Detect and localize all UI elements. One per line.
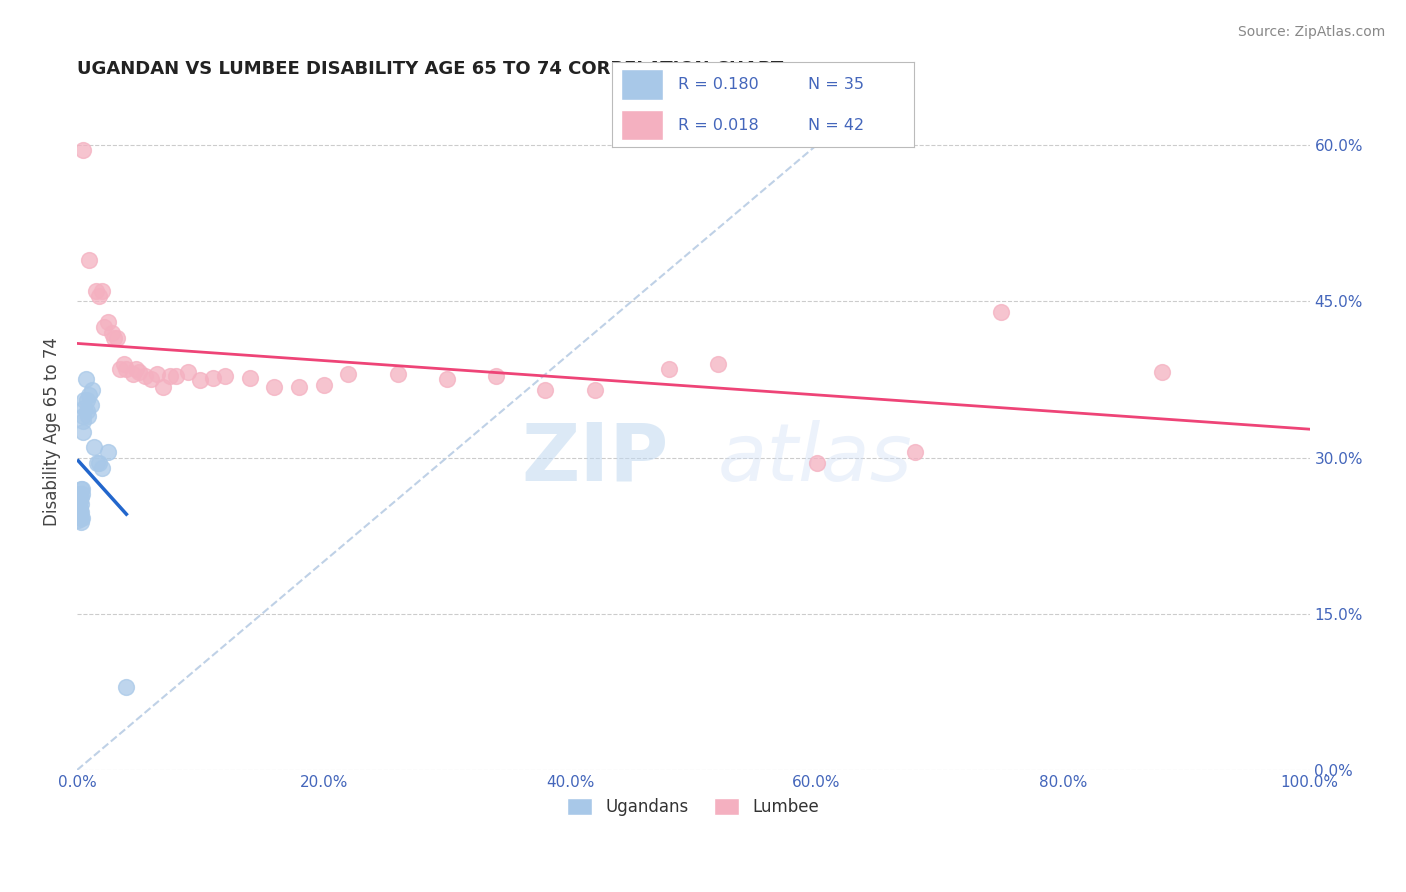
Legend: Ugandans, Lumbee: Ugandans, Lumbee (561, 791, 825, 822)
Point (77, 409, 100, 423)
Point (121, 368, 143, 382)
Point (436, 372, 458, 386)
Point (485, 369, 508, 384)
Point (84, 284, 107, 298)
Point (177, 365, 200, 379)
Point (103, 331, 125, 345)
Point (806, 456, 828, 470)
Point (69, 511, 91, 525)
Point (263, 380, 285, 394)
Point (128, 365, 150, 379)
Point (69, 505, 91, 519)
Point (89, 456, 111, 470)
Point (69, 482, 91, 496)
Point (69, 497, 91, 511)
Point (79, 399, 101, 413)
Point (67, 487, 90, 501)
Point (76, 403, 98, 417)
Point (72, 414, 94, 428)
FancyBboxPatch shape (620, 110, 664, 140)
Point (89, 289, 111, 303)
Text: N = 35: N = 35 (808, 77, 865, 92)
Point (112, 357, 135, 371)
Point (165, 369, 187, 384)
Point (134, 369, 156, 384)
FancyBboxPatch shape (620, 70, 664, 100)
Point (69, 505, 91, 519)
Point (312, 377, 335, 392)
Point (69, 508, 91, 523)
Point (75, 372, 97, 386)
Point (73, 401, 96, 415)
Text: R = 0.018: R = 0.018 (678, 118, 759, 133)
Point (76, 393, 98, 408)
Point (201, 371, 224, 385)
Point (139, 372, 162, 386)
Point (188, 374, 211, 388)
Point (337, 368, 360, 382)
Point (70, 511, 93, 525)
Point (72, 409, 94, 423)
Point (115, 362, 138, 376)
Y-axis label: Disability Age 65 to 74: Disability Age 65 to 74 (44, 337, 60, 526)
Point (69, 515, 91, 529)
Point (904, 445, 927, 459)
Point (105, 331, 128, 345)
Point (110, 362, 132, 376)
Point (534, 383, 557, 397)
Point (115, 680, 138, 694)
Point (97, 315, 120, 329)
Point (80, 383, 103, 397)
Point (67, 497, 90, 511)
Point (69, 494, 91, 508)
Point (67, 513, 90, 527)
Point (70, 487, 93, 501)
Text: Source: ZipAtlas.com: Source: ZipAtlas.com (1237, 25, 1385, 39)
Point (152, 380, 174, 394)
Point (97, 445, 120, 459)
Point (90, 284, 112, 298)
Text: UGANDAN VS LUMBEE DISABILITY AGE 65 TO 74 CORRELATION CHART: UGANDAN VS LUMBEE DISABILITY AGE 65 TO 7… (77, 60, 783, 78)
Point (69, 490, 91, 504)
Point (387, 368, 409, 382)
Point (72, 144, 94, 158)
Point (100, 326, 122, 340)
Point (239, 371, 262, 385)
Text: R = 0.180: R = 0.180 (678, 77, 759, 92)
Point (79, 388, 101, 402)
Point (583, 383, 606, 397)
Point (73, 393, 96, 408)
Point (146, 368, 169, 382)
Point (83, 440, 105, 454)
Point (72, 425, 94, 439)
Point (70, 482, 93, 496)
Point (1150, 365, 1173, 379)
Point (69, 500, 91, 515)
Point (125, 362, 148, 376)
Point (658, 362, 681, 376)
Point (159, 369, 181, 384)
Point (707, 357, 730, 371)
Point (214, 369, 236, 384)
Point (86, 456, 108, 470)
Point (69, 490, 91, 504)
Text: N = 42: N = 42 (808, 118, 865, 133)
Point (93, 320, 115, 334)
Text: ZIP: ZIP (522, 419, 669, 498)
Point (79, 252, 101, 267)
Point (90, 461, 112, 475)
Text: atlas: atlas (718, 419, 912, 498)
Point (288, 380, 311, 394)
Point (990, 304, 1012, 318)
